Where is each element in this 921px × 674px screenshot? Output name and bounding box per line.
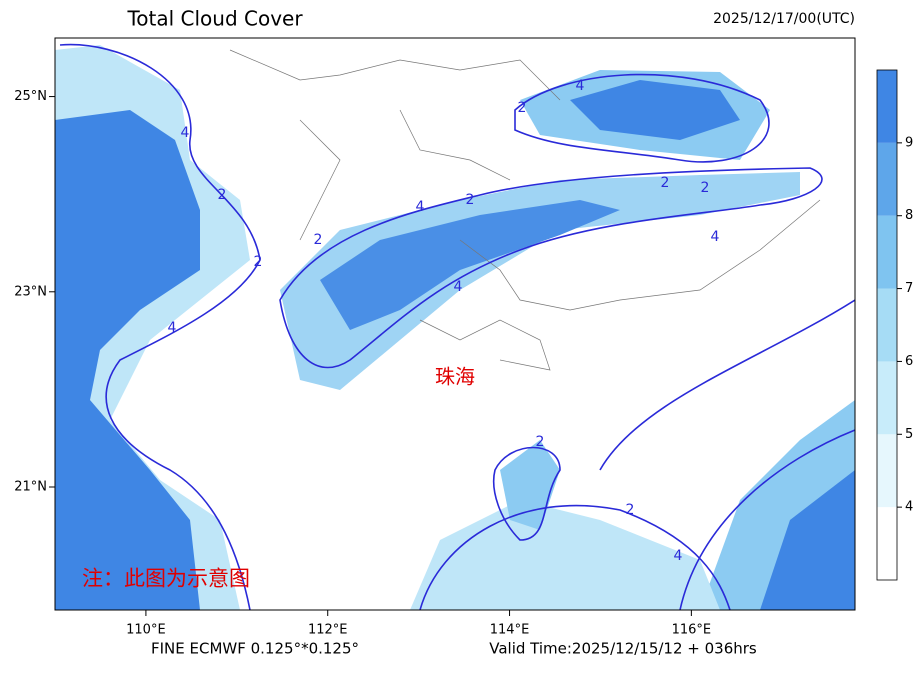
footer-valid: Valid Time:2025/12/15/12 + 036hrs bbox=[489, 640, 757, 658]
cloud-area bbox=[280, 172, 800, 390]
cloud-area bbox=[760, 470, 855, 610]
lat-tick-label: 25°N bbox=[14, 89, 47, 104]
contour-label: 2 bbox=[254, 254, 263, 270]
cloud-area bbox=[55, 110, 200, 610]
contour-label: 4 bbox=[454, 279, 463, 295]
colorbar-tick-label: 8 bbox=[905, 208, 913, 223]
contour-label: 4 bbox=[168, 320, 177, 336]
map-frame bbox=[54, 37, 856, 611]
contour-line bbox=[279, 167, 823, 369]
colorbar-segment bbox=[877, 142, 897, 216]
lon-tick-label: 116°E bbox=[672, 623, 712, 638]
province-border bbox=[229, 49, 821, 371]
contour-label: 4 bbox=[576, 78, 585, 94]
time: 2025/12/17/00(UTC) bbox=[713, 11, 855, 27]
note: 注：此图为示意图 bbox=[82, 567, 250, 591]
lon-tick-label: 110°E bbox=[126, 623, 166, 638]
contour-label: 4 bbox=[181, 125, 190, 141]
contour-label: 2 bbox=[536, 434, 545, 450]
colorbar-tick-label: 7 bbox=[905, 281, 913, 296]
colorbar-frame bbox=[876, 69, 898, 581]
lat-tick-label: 21°N bbox=[14, 480, 47, 495]
colorbar-segment bbox=[877, 434, 897, 508]
cloud-area bbox=[320, 200, 620, 330]
contour-line bbox=[419, 299, 855, 610]
contour-line bbox=[59, 43, 261, 610]
contour-label: 2 bbox=[626, 502, 635, 518]
contour-label: 4 bbox=[674, 548, 683, 564]
place-label: 珠海 bbox=[435, 365, 475, 389]
lat-tick-label: 23°N bbox=[14, 284, 47, 299]
colorbar-tick-label: 6 bbox=[905, 354, 913, 369]
colorbar-segment bbox=[877, 70, 897, 143]
contour-label: 2 bbox=[218, 187, 227, 203]
contour-label: 2 bbox=[701, 180, 710, 196]
contour-line bbox=[514, 73, 770, 163]
lon-tick-label: 112°E bbox=[308, 623, 348, 638]
contour-label: 4 bbox=[711, 229, 720, 245]
contour-label: 2 bbox=[466, 192, 475, 208]
colorbar-segment bbox=[877, 288, 897, 362]
footer-model: FINE ECMWF 0.125°*0.125° bbox=[151, 640, 359, 658]
colorbar-tick-label: 5 bbox=[905, 427, 913, 442]
contour-label: 2 bbox=[518, 100, 527, 116]
contour-label: 2 bbox=[314, 232, 323, 248]
colorbar-segment bbox=[877, 507, 897, 580]
contour-label: 2 bbox=[661, 175, 670, 191]
contour-label: 4 bbox=[416, 199, 425, 215]
colorbar-segment bbox=[877, 215, 897, 289]
colorbar-tick-label: 9 bbox=[905, 135, 913, 150]
title: Total Cloud Cover bbox=[126, 7, 303, 31]
map-field bbox=[55, 38, 855, 610]
colorbar-tick-label: 4 bbox=[905, 500, 913, 515]
lon-tick-label: 114°E bbox=[490, 623, 530, 638]
cloud-area bbox=[570, 80, 740, 140]
colorbar-segment bbox=[877, 361, 897, 435]
contour-line bbox=[493, 446, 561, 541]
